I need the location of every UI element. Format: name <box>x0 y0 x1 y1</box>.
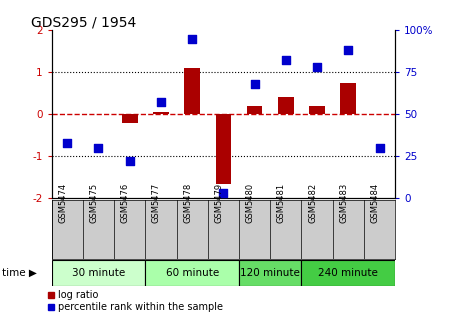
Text: 120 minute: 120 minute <box>240 268 300 278</box>
Bar <box>309 106 325 114</box>
Bar <box>216 114 231 183</box>
Point <box>95 145 102 151</box>
Text: GSM5475: GSM5475 <box>89 183 98 223</box>
Bar <box>340 83 356 114</box>
Point <box>64 140 71 145</box>
Point <box>282 58 290 63</box>
Legend: log ratio, percentile rank within the sample: log ratio, percentile rank within the sa… <box>48 290 223 312</box>
Text: 240 minute: 240 minute <box>318 268 378 278</box>
Text: GSM5478: GSM5478 <box>183 183 192 223</box>
Text: 60 minute: 60 minute <box>166 268 219 278</box>
Point <box>220 191 227 196</box>
Bar <box>185 68 200 114</box>
Text: GSM5480: GSM5480 <box>246 183 255 223</box>
Text: GSM5483: GSM5483 <box>339 183 348 223</box>
Text: 30 minute: 30 minute <box>72 268 125 278</box>
Point <box>126 159 133 164</box>
Text: GSM5476: GSM5476 <box>121 183 130 223</box>
Bar <box>153 112 169 114</box>
Point <box>189 36 196 41</box>
Point <box>313 65 321 70</box>
Bar <box>122 114 137 123</box>
Bar <box>145 260 239 286</box>
Text: GSM5484: GSM5484 <box>370 183 379 223</box>
Bar <box>247 106 262 114</box>
Bar <box>278 97 294 114</box>
Point <box>251 81 258 87</box>
Text: GSM5474: GSM5474 <box>58 183 67 223</box>
Bar <box>301 260 395 286</box>
Bar <box>52 260 145 286</box>
Text: time ▶: time ▶ <box>2 268 37 278</box>
Text: GSM5482: GSM5482 <box>308 183 317 223</box>
Point <box>157 100 164 105</box>
Point <box>376 145 383 151</box>
Text: GSM5477: GSM5477 <box>152 183 161 223</box>
Point <box>345 48 352 53</box>
Text: GSM5481: GSM5481 <box>277 183 286 223</box>
Text: GDS295 / 1954: GDS295 / 1954 <box>31 15 136 29</box>
Bar <box>239 260 301 286</box>
Text: GSM5479: GSM5479 <box>214 183 224 223</box>
